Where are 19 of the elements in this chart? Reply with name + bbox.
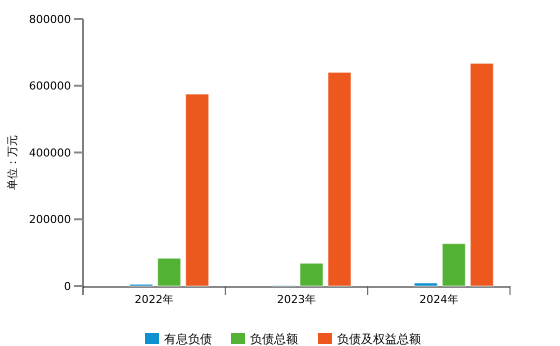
bar: [300, 262, 324, 286]
bar: [442, 243, 466, 286]
x-tick-label: 2023年: [277, 293, 316, 306]
y-tick-label: 400000: [29, 146, 71, 160]
bar: [185, 94, 210, 286]
y-tick-label: 800000: [29, 12, 71, 26]
y-tick-label: 0: [64, 280, 71, 293]
legend-label: 有息负债: [164, 332, 212, 346]
legend-label: 负债及权益总额: [337, 332, 421, 346]
x-tick-label: 2022年: [134, 293, 174, 306]
x-tick-label: 2024年: [419, 293, 458, 306]
y-tick-label: 600000: [29, 80, 71, 93]
y-axis-title: 单位：万元: [6, 135, 19, 190]
bar: [470, 62, 494, 286]
legend-label: 负债总额: [250, 332, 298, 346]
bar: [414, 282, 438, 286]
bar: [157, 258, 182, 286]
y-tick-label: 200000: [29, 213, 71, 226]
bar: [328, 72, 352, 286]
